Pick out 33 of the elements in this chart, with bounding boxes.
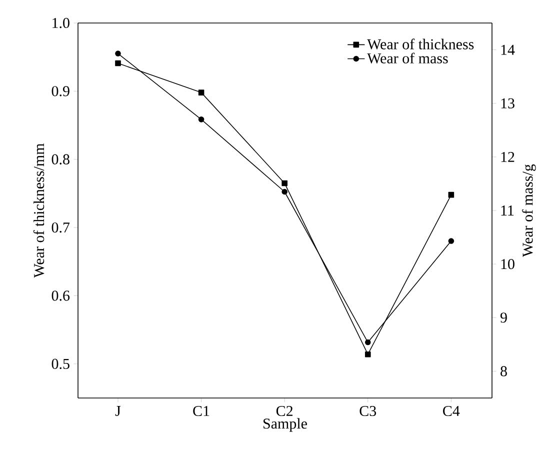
point: [198, 90, 204, 96]
y2-tick-label: 13: [501, 98, 514, 108]
point: [364, 351, 371, 358]
y2-tick-label: 8: [500, 366, 507, 376]
y-tick-label: 0.8: [52, 154, 70, 164]
x-tick-label: C4: [443, 406, 460, 416]
y2-tick-label: 12: [501, 152, 514, 162]
x-tick-label: C2: [276, 406, 292, 416]
y2-tick-label: 10: [501, 259, 514, 270]
x-tick-label: C1: [193, 406, 210, 416]
y2-tick-label: 11: [501, 206, 514, 216]
y-tick-label: 0.6: [52, 290, 70, 301]
y-axis-title: Wear of thickness/mm: [33, 143, 44, 278]
point: [448, 192, 454, 198]
point: [282, 180, 288, 186]
point: [115, 50, 121, 56]
y-tick-label: 1.0: [52, 18, 70, 28]
y-tick-label: 0.5: [52, 358, 70, 369]
y-tick-label: 0.9: [52, 86, 70, 96]
point: [282, 188, 288, 195]
point: [198, 116, 204, 122]
x-tick-label: C3: [360, 406, 376, 416]
point: [364, 339, 371, 346]
x-axis-title: Sample: [264, 418, 307, 432]
legend-label: Wear of thickness: [367, 38, 474, 50]
y-tick-label: 0.7: [52, 222, 70, 233]
point: [448, 238, 454, 244]
legend-label: Wear of mass: [367, 52, 448, 64]
y2-tick-label: 9: [500, 312, 507, 323]
x-tick-label: J: [115, 406, 121, 416]
point: [115, 60, 121, 66]
y2-tick-label: 14: [501, 44, 515, 55]
y2-axis-title: Wear of mass/g: [522, 164, 536, 257]
